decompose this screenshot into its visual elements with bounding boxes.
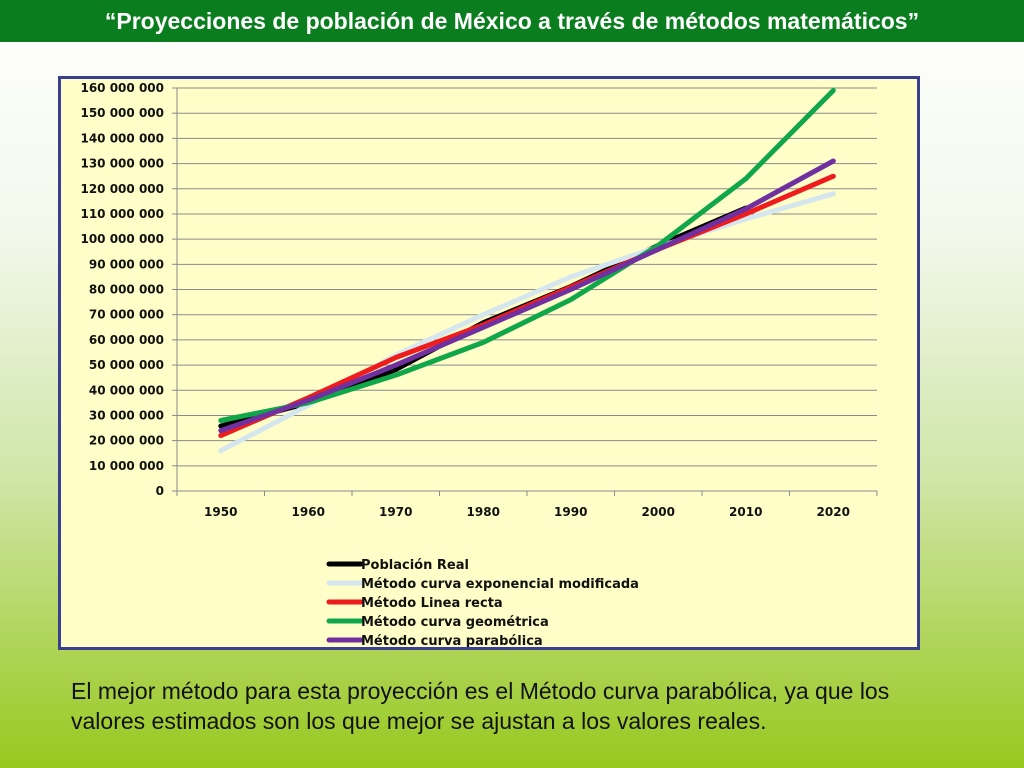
x-tick-label: 1980	[467, 505, 500, 519]
x-tick-label: 1990	[554, 505, 587, 519]
line-chart: 0 10 000 000 20 000 000 30 000 000 40 000 00…	[80, 81, 878, 647]
legend-label: Método Linea recta	[361, 596, 503, 611]
y-tick-label: 0	[156, 484, 164, 498]
y-tick-label: 30 000 000	[89, 408, 164, 422]
x-tick-label: 2010	[729, 505, 762, 519]
y-tick-label: 120 000 000	[80, 182, 164, 196]
y-tick-label: 110 000 000	[80, 207, 164, 221]
x-tick-label: 1950	[204, 505, 237, 519]
x-tick-label: 2000	[642, 505, 675, 519]
y-tick-label: 60 000 000	[89, 333, 164, 347]
y-tick-label: 70 000 000	[89, 308, 164, 322]
slide-title: “Proyecciones de población de México a t…	[104, 7, 920, 34]
legend-label: Población Real	[361, 558, 469, 573]
y-tick-label: 10 000 000	[89, 459, 164, 473]
legend-label: Método curva parabólica	[361, 634, 543, 647]
legend-label: Método curva exponencial modificada	[361, 577, 639, 592]
y-tick-label: 90 000 000	[89, 257, 164, 271]
y-tick-label: 20 000 000	[89, 434, 164, 448]
series-line-4	[218, 88, 836, 423]
y-tick-label: 50 000 000	[89, 358, 164, 372]
x-tick-label: 2020	[817, 505, 850, 519]
y-tick-label: 140 000 000	[80, 131, 164, 145]
x-tick-label: 1960	[292, 505, 325, 519]
series-line-5	[218, 158, 836, 434]
y-tick-label: 160 000 000	[80, 81, 164, 95]
y-tick-label: 150 000 000	[80, 106, 164, 120]
conclusion-text: El mejor método para esta proyección es …	[71, 678, 890, 734]
y-tick-label: 80 000 000	[89, 283, 164, 297]
chart-area: 0 10 000 000 20 000 000 30 000 000 40 000 00…	[58, 76, 920, 650]
y-tick-label: 100 000 000	[80, 232, 164, 246]
y-tick-label: 40 000 000	[89, 383, 164, 397]
slide-title-bar: “Proyecciones de población de México a t…	[0, 0, 1024, 42]
legend-label: Método curva geométrica	[361, 615, 549, 630]
x-tick-label: 1970	[379, 505, 412, 519]
y-tick-label: 130 000 000	[80, 157, 164, 171]
